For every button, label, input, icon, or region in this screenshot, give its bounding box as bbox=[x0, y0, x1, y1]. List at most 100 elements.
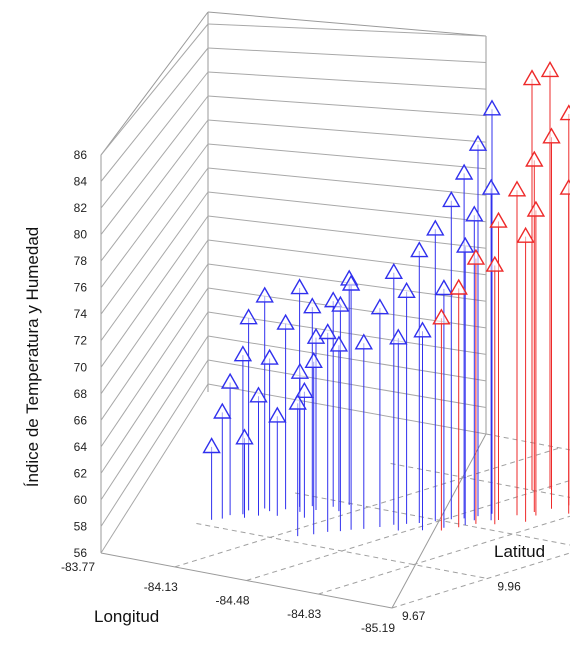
back-wall-gridline bbox=[207, 47, 487, 63]
data-point-marker bbox=[426, 219, 445, 236]
back-wall-gridline bbox=[207, 359, 487, 408]
z-tick-label: 64 bbox=[74, 440, 88, 454]
back-wall-gridline bbox=[207, 71, 487, 90]
z-tick-label: 60 bbox=[74, 493, 88, 507]
z-tick-label: 76 bbox=[74, 281, 88, 295]
data-point-marker bbox=[304, 351, 323, 368]
data-point-marker bbox=[389, 328, 408, 345]
data-point-marker bbox=[306, 327, 326, 344]
y-axis-label: Latitud bbox=[494, 542, 545, 561]
data-point-marker bbox=[370, 298, 390, 315]
data-point-marker bbox=[213, 402, 232, 419]
data-point-marker bbox=[465, 205, 484, 222]
back-wall-gridline bbox=[207, 383, 487, 435]
back-wall-gridline bbox=[207, 95, 487, 117]
data-point-marker bbox=[542, 127, 561, 144]
left-wall-gridline bbox=[100, 263, 209, 421]
data-point-marker bbox=[454, 163, 474, 180]
y-tick-label: 9.67 bbox=[402, 609, 426, 623]
data-point-marker bbox=[202, 437, 221, 454]
x-tick-label: -83.77 bbox=[61, 560, 95, 574]
data-point-marker bbox=[516, 226, 535, 243]
back-wall-gridline bbox=[207, 335, 487, 382]
z-tick-label: 56 bbox=[74, 546, 88, 560]
data-point-marker bbox=[249, 386, 268, 403]
data-point-marker bbox=[410, 241, 429, 258]
floor-gridline-lon bbox=[246, 479, 570, 581]
left-wall-gridline bbox=[100, 383, 209, 554]
z-tick-label: 58 bbox=[74, 520, 88, 534]
data-point-marker bbox=[540, 60, 560, 78]
z-tick-label: 82 bbox=[74, 201, 88, 215]
data-point-marker bbox=[489, 211, 508, 228]
data-point-marker bbox=[295, 381, 314, 398]
data-point-marker bbox=[318, 323, 337, 340]
data-point-marker bbox=[260, 348, 279, 365]
data-point-marker bbox=[290, 278, 309, 295]
left-wall-gridline bbox=[100, 215, 209, 368]
data-point-marker bbox=[233, 345, 253, 362]
data-point-marker bbox=[449, 278, 468, 295]
data-point-marker bbox=[235, 428, 254, 445]
back-wall-gridline bbox=[207, 143, 487, 170]
data-point-marker bbox=[442, 190, 461, 208]
data-point-marker bbox=[526, 200, 546, 217]
data-point-marker bbox=[507, 180, 527, 197]
data-point-marker bbox=[432, 308, 451, 325]
data-point-marker bbox=[268, 406, 287, 423]
back-top-edge bbox=[207, 11, 487, 37]
left-wall-gridline bbox=[100, 95, 209, 235]
left-wall-gridline bbox=[100, 287, 209, 448]
grid-lines bbox=[100, 23, 487, 554]
data-point-marker bbox=[413, 321, 432, 338]
z-tick-label: 84 bbox=[74, 175, 88, 189]
z-tick-label: 70 bbox=[74, 360, 88, 374]
left-wall-gridline bbox=[100, 143, 209, 288]
back-wall-gridline bbox=[207, 215, 487, 249]
z-tick-label: 74 bbox=[74, 307, 88, 321]
data-point-marker bbox=[384, 262, 404, 279]
data-point-marker bbox=[303, 297, 322, 314]
z-tick-label: 78 bbox=[74, 254, 88, 268]
floor-gridline-lat bbox=[196, 523, 488, 579]
data-point-marker bbox=[455, 236, 475, 253]
left-wall-gridline bbox=[100, 119, 209, 262]
back-wall-gridline bbox=[207, 239, 487, 276]
data-point-marker bbox=[239, 308, 258, 325]
data-point-marker bbox=[290, 362, 310, 379]
data-point-marker bbox=[331, 295, 350, 312]
floor-gridline-lon bbox=[391, 552, 570, 609]
floor-gridline-lat bbox=[390, 463, 570, 498]
left-wall-gridline bbox=[100, 23, 209, 156]
back-wall-gridline bbox=[207, 23, 487, 37]
x-tick-label: -84.48 bbox=[215, 594, 249, 608]
data-point-marker bbox=[559, 178, 570, 195]
back-wall-gridline bbox=[207, 191, 487, 223]
data-markers bbox=[202, 60, 570, 454]
left-wall-gridline bbox=[100, 71, 209, 209]
floor-gridline-lat bbox=[295, 492, 570, 546]
z-tick-label: 86 bbox=[74, 148, 88, 162]
z-tick-label: 66 bbox=[74, 413, 88, 427]
data-point-marker bbox=[525, 150, 544, 167]
data-point-marker bbox=[481, 178, 501, 195]
left-wall-gridline bbox=[100, 47, 209, 182]
back-wall-gridline bbox=[207, 119, 487, 143]
left-wall-gridline bbox=[100, 335, 209, 501]
left-wall-gridline bbox=[100, 239, 209, 395]
data-point-marker bbox=[397, 281, 416, 298]
data-point-marker bbox=[329, 335, 349, 352]
data-point-marker bbox=[466, 248, 486, 265]
data-stems bbox=[211, 70, 570, 537]
data-point-marker bbox=[255, 286, 274, 303]
z-axis-label: Índice de Temperatura y Humedad bbox=[23, 227, 42, 488]
data-point-marker bbox=[276, 313, 295, 330]
back-wall-gridline bbox=[207, 167, 487, 196]
data-point-marker bbox=[482, 99, 502, 116]
data-point-marker bbox=[559, 104, 570, 121]
data-point-marker bbox=[220, 372, 240, 389]
data-point-marker bbox=[434, 279, 454, 296]
data-point-marker bbox=[354, 333, 374, 350]
floor-gridline-lon bbox=[318, 515, 570, 595]
